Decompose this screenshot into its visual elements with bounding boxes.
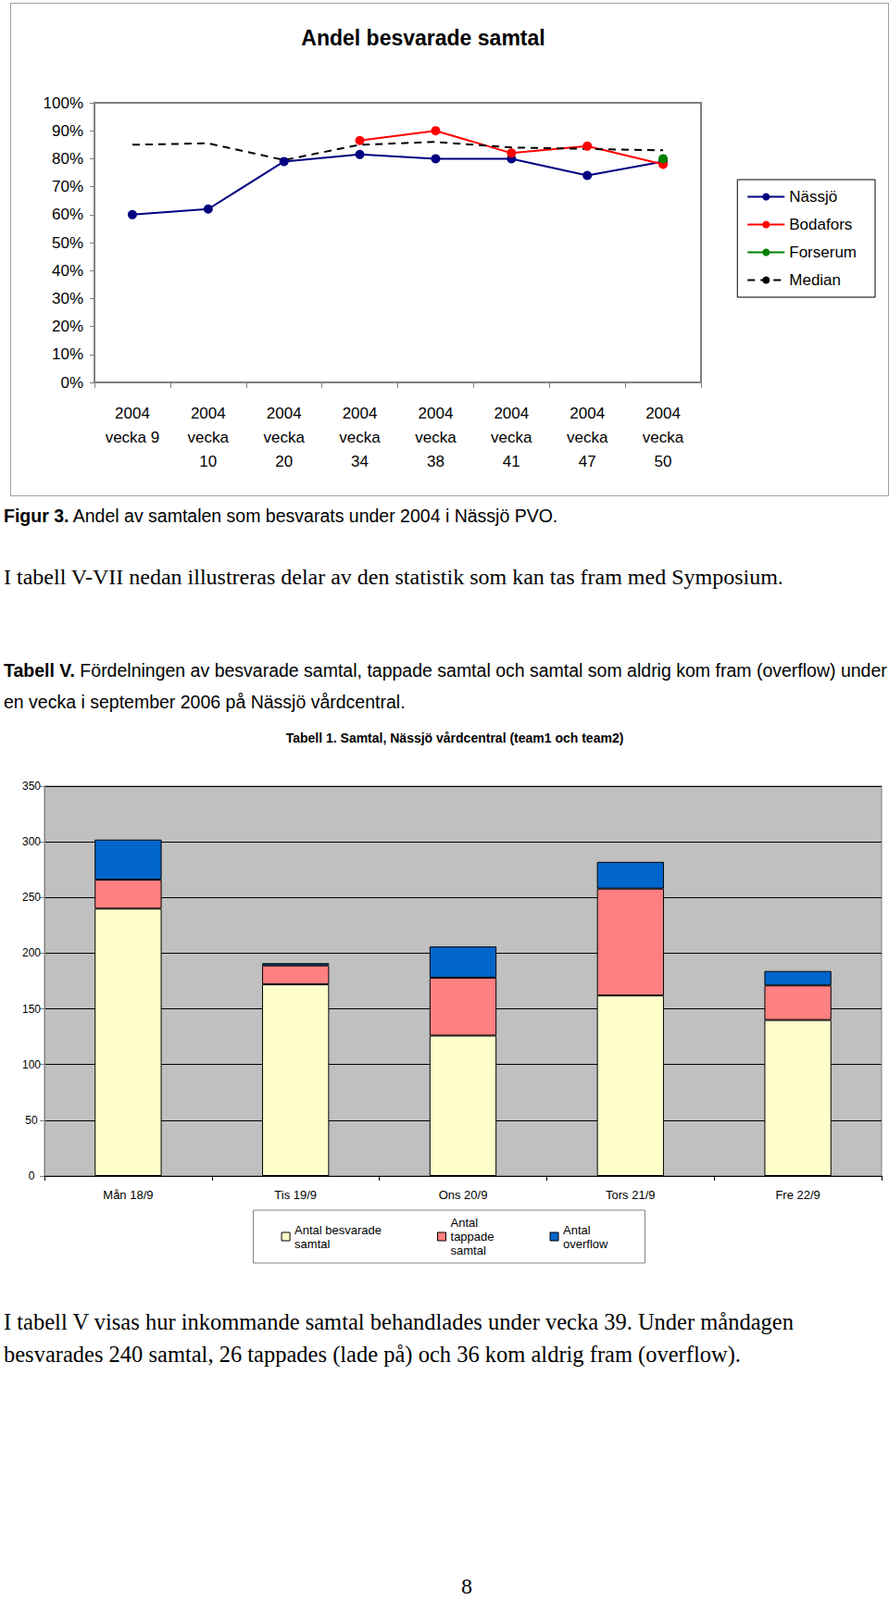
svg-text:50: 50: [25, 1114, 38, 1127]
svg-text:350: 350: [22, 779, 41, 793]
svg-text:2004: 2004: [190, 404, 226, 423]
svg-text:300: 300: [22, 835, 41, 849]
svg-text:Tis 19/9: Tis 19/9: [274, 1188, 317, 1203]
svg-text:vecka: vecka: [187, 428, 230, 447]
svg-text:100: 100: [22, 1058, 41, 1072]
svg-text:Antal: Antal: [450, 1215, 479, 1230]
svg-text:vecka: vecka: [566, 428, 609, 447]
svg-text:2004: 2004: [342, 404, 378, 423]
html-text:8: 8: [461, 1574, 473, 1599]
svg-text:overflow: overflow: [563, 1237, 609, 1252]
svg-text:80%: 80%: [51, 150, 84, 168]
svg-text:samtal: samtal: [450, 1243, 487, 1258]
svg-text:vecka 9: vecka 9: [105, 428, 161, 447]
svg-text:150: 150: [22, 1002, 41, 1016]
svg-text:47: 47: [578, 452, 597, 471]
svg-text:vecka: vecka: [414, 428, 457, 447]
svg-text:vecka: vecka: [642, 428, 685, 447]
svg-text:Antal: Antal: [563, 1223, 591, 1238]
svg-text:Antal besvarade: Antal besvarade: [294, 1223, 382, 1238]
svg-text:0: 0: [28, 1169, 36, 1183]
svg-text:Fre 22/9: Fre 22/9: [775, 1188, 820, 1203]
svg-text:70%: 70%: [51, 177, 84, 196]
svg-text:Tabell 1. Samtal, Nässjö vårdc: Tabell 1. Samtal, Nässjö vårdcentral (te…: [286, 730, 625, 746]
svg-text:2004: 2004: [114, 404, 151, 423]
svg-text:50: 50: [654, 452, 673, 471]
html-text:Tabell V. Fördelningen av besv: Tabell V. Fördelningen av besvarade samt…: [3, 660, 887, 713]
svg-text:vecka: vecka: [338, 428, 381, 447]
svg-text:41: 41: [502, 452, 521, 471]
svg-text:2004: 2004: [266, 404, 302, 423]
svg-text:Mån 18/9: Mån 18/9: [102, 1188, 153, 1203]
html-text:Figur 3. Andel av samtalen som: Figur 3. Andel av samtalen som besvarats…: [3, 505, 558, 526]
svg-text:40%: 40%: [51, 262, 84, 280]
svg-text:Median: Median: [788, 271, 841, 289]
svg-text:Forserum: Forserum: [788, 243, 857, 262]
svg-text:60%: 60%: [51, 205, 84, 224]
svg-text:tappade: tappade: [450, 1229, 495, 1244]
svg-text:200: 200: [22, 946, 41, 960]
svg-text:100%: 100%: [43, 94, 84, 113]
svg-text:90%: 90%: [51, 122, 84, 140]
svg-text:Tors 21/9: Tors 21/9: [605, 1188, 655, 1203]
svg-text:Ons 20/9: Ons 20/9: [438, 1188, 489, 1203]
svg-text:20%: 20%: [51, 317, 84, 336]
svg-text:30%: 30%: [51, 289, 84, 308]
html-text:I tabell V-VII nedan illustrer: I tabell V-VII nedan illustreras delar a…: [3, 564, 784, 589]
svg-text:0%: 0%: [60, 374, 84, 392]
html-text:I tabell V visas hur inkommand: I tabell V visas hur inkommande samtal b…: [3, 1309, 794, 1367]
svg-text:Bodafors: Bodafors: [788, 215, 852, 234]
svg-text:2004: 2004: [418, 404, 454, 423]
svg-text:2004: 2004: [645, 404, 681, 423]
svg-text:vecka: vecka: [490, 428, 533, 447]
svg-text:Nässjö: Nässjö: [788, 187, 838, 206]
svg-text:20: 20: [275, 452, 293, 471]
svg-text:2004: 2004: [493, 404, 529, 423]
svg-text:250: 250: [22, 890, 41, 904]
svg-text:Andel besvarade samtal: Andel besvarade samtal: [300, 25, 545, 51]
svg-text:samtal: samtal: [294, 1237, 330, 1252]
svg-text:10%: 10%: [51, 345, 84, 364]
svg-text:50%: 50%: [51, 234, 84, 252]
svg-text:38: 38: [426, 452, 445, 471]
svg-text:10: 10: [199, 452, 217, 471]
svg-text:2004: 2004: [569, 404, 605, 423]
svg-text:34: 34: [350, 452, 369, 471]
svg-text:vecka: vecka: [262, 428, 305, 447]
